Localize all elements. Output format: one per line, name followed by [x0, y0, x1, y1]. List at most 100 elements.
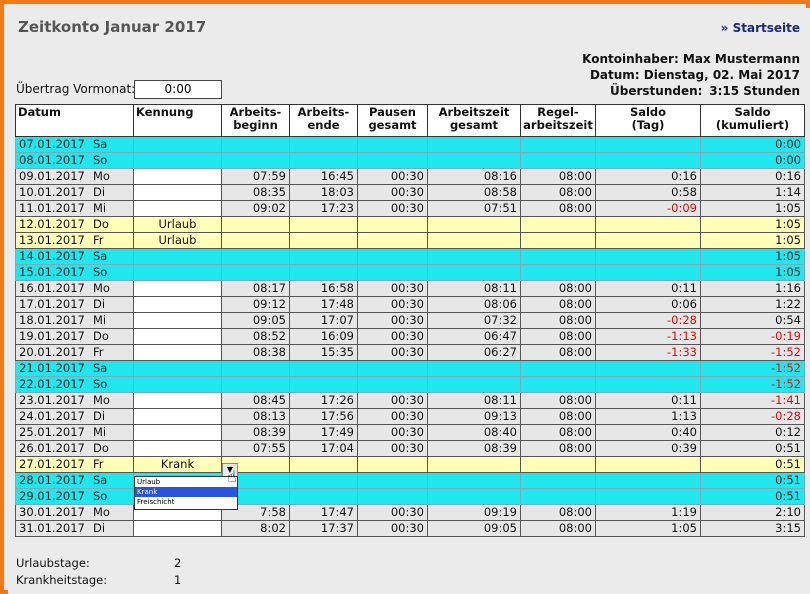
ende-cell[interactable]: 16:45 — [289, 168, 358, 185]
ende-cell[interactable] — [289, 472, 358, 489]
ende-cell[interactable]: 18:03 — [289, 184, 358, 201]
kennung-select[interactable]: Krank — [133, 456, 222, 473]
kennung-select[interactable] — [133, 360, 222, 377]
ende-cell[interactable]: 17:26 — [289, 392, 358, 409]
kennung-select[interactable] — [133, 520, 222, 537]
pausen-cell[interactable]: 00:30 — [357, 328, 428, 345]
beginn-cell[interactable]: 09:05 — [221, 312, 290, 329]
ende-cell[interactable] — [289, 264, 358, 281]
kennung-select[interactable] — [133, 344, 222, 361]
pausen-cell[interactable]: 00:30 — [357, 344, 428, 361]
ende-cell[interactable]: 17:37 — [289, 520, 358, 537]
ende-cell[interactable]: 17:48 — [289, 296, 358, 313]
beginn-cell[interactable]: 7:58 — [221, 504, 290, 521]
kennung-select[interactable] — [133, 136, 222, 153]
kennung-select[interactable] — [133, 296, 222, 313]
pausen-cell[interactable] — [357, 360, 428, 377]
ende-cell[interactable] — [289, 248, 358, 265]
kennung-select[interactable] — [133, 376, 222, 393]
kennung-select[interactable] — [133, 440, 222, 457]
beginn-cell[interactable]: 08:35 — [221, 184, 290, 201]
ende-cell[interactable]: 17:49 — [289, 424, 358, 441]
beginn-cell[interactable]: 08:52 — [221, 328, 290, 345]
beginn-cell[interactable] — [221, 472, 290, 489]
kennung-select[interactable] — [133, 312, 222, 329]
pausen-cell[interactable]: 00:30 — [357, 312, 428, 329]
startseite-link[interactable]: » Startseite — [720, 21, 800, 35]
ende-cell[interactable]: 17:04 — [289, 440, 358, 457]
pausen-cell[interactable] — [357, 232, 428, 249]
beginn-cell[interactable]: 8:02 — [221, 520, 290, 537]
pausen-cell[interactable] — [357, 472, 428, 489]
kennung-select[interactable] — [133, 248, 222, 265]
ende-cell[interactable] — [289, 216, 358, 233]
beginn-cell[interactable] — [221, 248, 290, 265]
pausen-cell[interactable]: 00:30 — [357, 424, 428, 441]
kennung-select[interactable] — [133, 424, 222, 441]
beginn-cell[interactable] — [221, 152, 290, 169]
beginn-cell[interactable]: 08:17 — [221, 280, 290, 297]
ende-cell[interactable]: 17:23 — [289, 200, 358, 217]
beginn-cell[interactable]: 09:02 — [221, 200, 290, 217]
ende-cell[interactable] — [289, 376, 358, 393]
ende-cell[interactable]: 17:07 — [289, 312, 358, 329]
pausen-cell[interactable]: 00:30 — [357, 392, 428, 409]
kennung-select[interactable] — [133, 184, 222, 201]
dropdown-option-freischicht[interactable]: Freischicht — [137, 498, 175, 506]
pausen-cell[interactable]: 00:30 — [357, 296, 428, 313]
ende-cell[interactable]: 17:56 — [289, 408, 358, 425]
pausen-cell[interactable] — [357, 216, 428, 233]
kennung-select[interactable] — [133, 200, 222, 217]
pausen-cell[interactable]: 00:30 — [357, 200, 428, 217]
pausen-cell[interactable] — [357, 488, 428, 505]
ende-cell[interactable]: 17:47 — [289, 504, 358, 521]
dropdown-option-urlaub[interactable]: Urlaub — [137, 478, 161, 486]
ende-cell[interactable] — [289, 360, 358, 377]
beginn-cell[interactable] — [221, 216, 290, 233]
kennung-select[interactable] — [133, 152, 222, 169]
dropdown-option-krank[interactable]: Krank — [135, 487, 237, 497]
ende-cell[interactable]: 15:35 — [289, 344, 358, 361]
beginn-cell[interactable]: 08:13 — [221, 408, 290, 425]
kennung-select[interactable] — [133, 328, 222, 345]
beginn-cell[interactable]: 08:39 — [221, 424, 290, 441]
beginn-cell[interactable]: 07:59 — [221, 168, 290, 185]
beginn-cell[interactable] — [221, 232, 290, 249]
beginn-cell[interactable] — [221, 264, 290, 281]
beginn-cell[interactable] — [221, 360, 290, 377]
pausen-cell[interactable] — [357, 456, 428, 473]
pausen-cell[interactable] — [357, 248, 428, 265]
kennung-select[interactable]: Urlaub — [133, 232, 222, 249]
beginn-cell[interactable]: 08:38 — [221, 344, 290, 361]
pausen-cell[interactable]: 00:30 — [357, 440, 428, 457]
ende-cell[interactable]: 16:09 — [289, 328, 358, 345]
pausen-cell[interactable] — [357, 152, 428, 169]
beginn-cell[interactable]: 08:45 — [221, 392, 290, 409]
pausen-cell[interactable] — [357, 376, 428, 393]
ende-cell[interactable] — [289, 136, 358, 153]
ende-cell[interactable] — [289, 232, 358, 249]
pausen-cell[interactable]: 00:30 — [357, 280, 428, 297]
pausen-cell[interactable]: 00:30 — [357, 184, 428, 201]
ende-cell[interactable] — [289, 488, 358, 505]
kennung-select[interactable] — [133, 168, 222, 185]
beginn-cell[interactable] — [221, 136, 290, 153]
pausen-cell[interactable]: 00:30 — [357, 168, 428, 185]
pausen-cell[interactable]: 00:30 — [357, 408, 428, 425]
kennung-select[interactable] — [133, 408, 222, 425]
kennung-select[interactable] — [133, 392, 222, 409]
ende-cell[interactable]: 16:58 — [289, 280, 358, 297]
pausen-cell[interactable] — [357, 264, 428, 281]
kennung-select[interactable] — [133, 264, 222, 281]
beginn-cell[interactable] — [221, 376, 290, 393]
beginn-cell[interactable] — [221, 488, 290, 505]
kennung-select[interactable]: Urlaub — [133, 216, 222, 233]
ende-cell[interactable] — [289, 152, 358, 169]
pausen-cell[interactable]: 00:30 — [357, 504, 428, 521]
kennung-select[interactable] — [133, 280, 222, 297]
ende-cell[interactable] — [289, 456, 358, 473]
pausen-cell[interactable]: 00:30 — [357, 520, 428, 537]
beginn-cell[interactable]: 07:55 — [221, 440, 290, 457]
pausen-cell[interactable] — [357, 136, 428, 153]
uebertrag-input[interactable]: 0:00 — [134, 80, 222, 99]
